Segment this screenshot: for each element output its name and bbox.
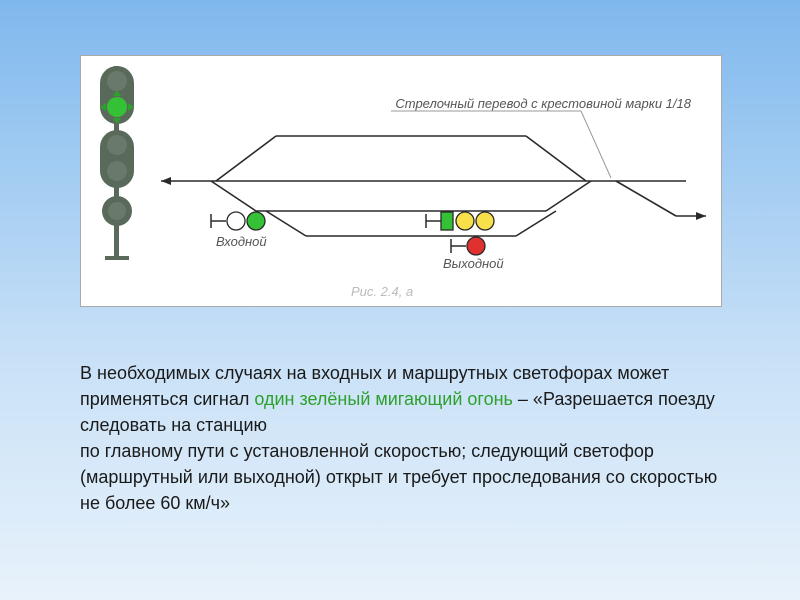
caption-text: В необходимых случаях на входных и маршр… [80,360,720,517]
turnout-leader [391,111,611,178]
input-label: Входной [216,234,267,249]
output-label: Выходной [443,256,504,271]
fig-caption: Рис. 2.4, а [351,284,413,299]
caption-part2: по главному пути с установленной скорост… [80,441,717,513]
caption-green: один зелёный мигающий огонь [254,389,513,409]
mast-signal [100,66,134,260]
dwarf-input-signal [211,212,265,230]
diagram-svg [81,56,721,306]
diagram-panel: Стрелочный перевод с крестовиной марки 1… [80,55,722,307]
dwarf-output-signal [426,212,494,255]
turnout-label: Стрелочный перевод с крестовиной марки 1… [381,96,691,111]
